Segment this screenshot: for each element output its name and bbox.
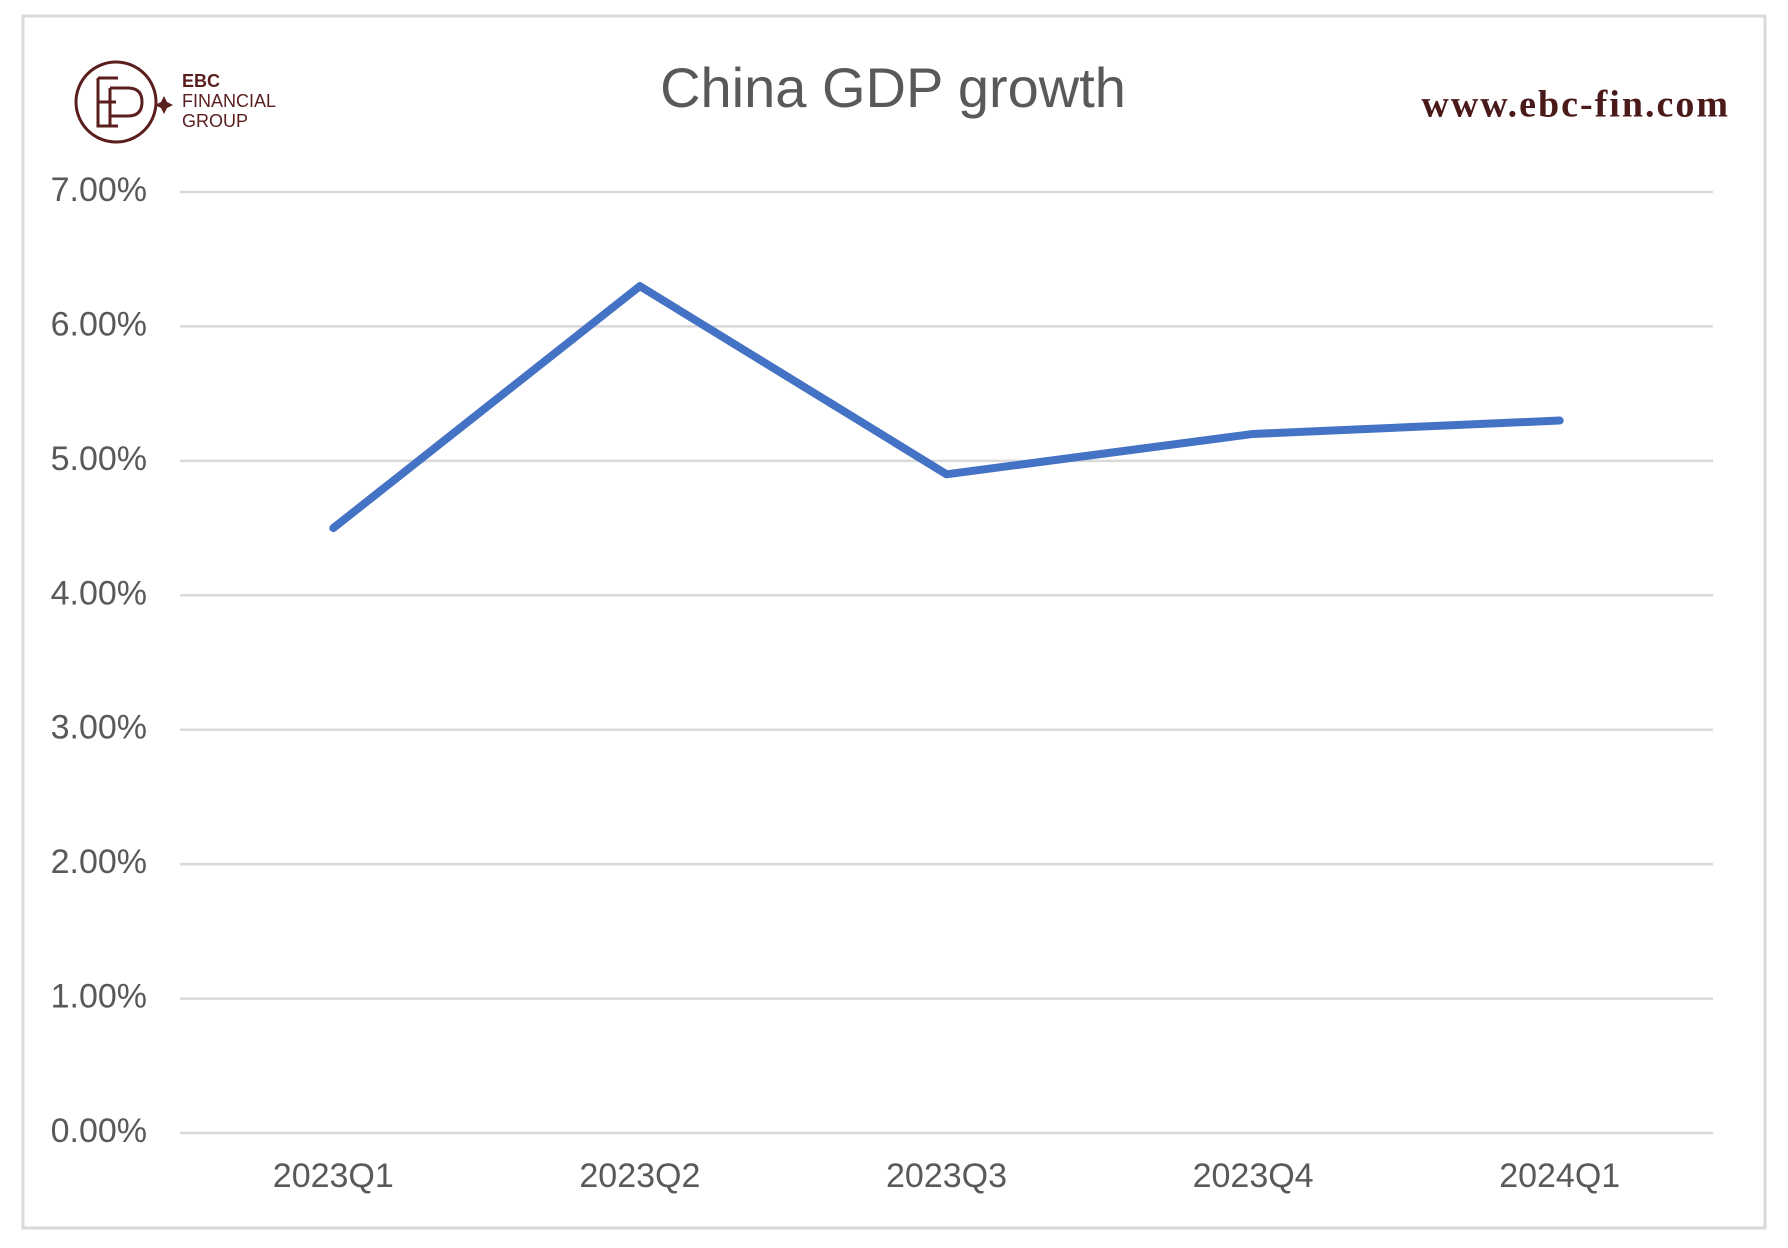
logo-line: FINANCIAL (182, 91, 276, 111)
y-tick-label: 7.00% (51, 171, 147, 209)
chart-title: China GDP growth (660, 56, 1126, 119)
y-tick-label: 1.00% (51, 978, 147, 1016)
logo-ring (74, 60, 158, 144)
y-tick-label: 2.00% (51, 843, 147, 881)
website: www.ebc-fin.com (1421, 84, 1730, 126)
x-tick-label: 2023Q3 (886, 1157, 1007, 1195)
y-tick-label: 3.00% (51, 709, 147, 747)
x-tick-label: 2024Q1 (1499, 1157, 1620, 1195)
y-tick-label: 6.00% (51, 305, 147, 343)
logo-star (155, 96, 173, 114)
logo-line: GROUP (182, 111, 248, 131)
x-tick-label: 2023Q2 (579, 1157, 700, 1195)
chart-frame (21, 14, 1767, 1230)
x-tick-label: 2023Q4 (1193, 1157, 1314, 1195)
y-tick-label: 0.00% (51, 1112, 147, 1150)
logo-mark (96, 76, 144, 128)
y-tick-label: 4.00% (51, 574, 147, 612)
logo: EBC FINANCIAL GROUP (74, 60, 276, 144)
data-line (329, 282, 1564, 533)
y-tick-label: 5.00% (51, 440, 147, 478)
logo-name: EBC (182, 71, 220, 91)
x-tick-label: 2023Q1 (273, 1157, 394, 1195)
